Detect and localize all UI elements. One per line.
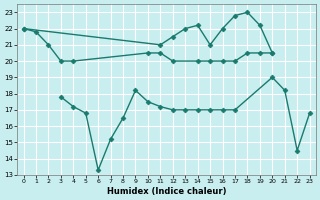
X-axis label: Humidex (Indice chaleur): Humidex (Indice chaleur) [107,187,226,196]
